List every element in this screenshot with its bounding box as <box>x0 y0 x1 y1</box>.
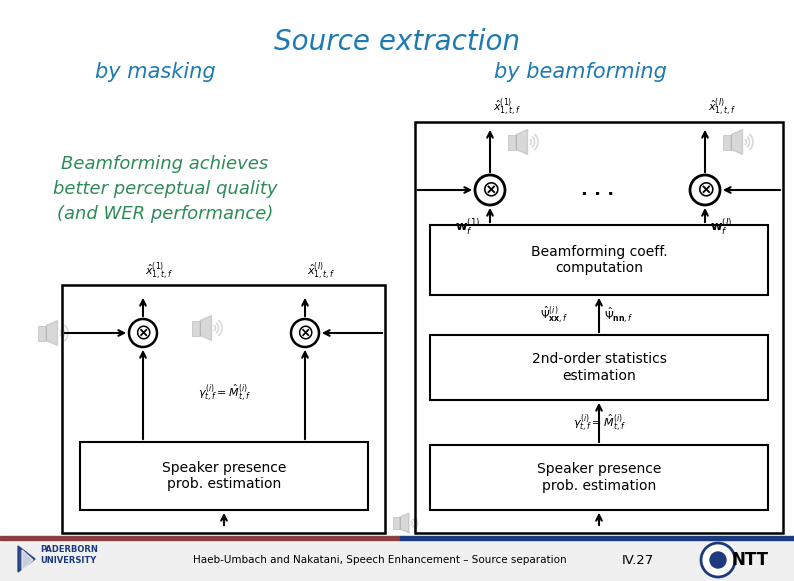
Text: Beamforming coeff.
computation: Beamforming coeff. computation <box>530 245 667 275</box>
Text: 2nd-order statistics
estimation: 2nd-order statistics estimation <box>531 353 666 383</box>
Bar <box>80 442 368 510</box>
Bar <box>400 536 794 540</box>
Text: by beamforming: by beamforming <box>494 62 666 82</box>
Circle shape <box>701 543 735 577</box>
Polygon shape <box>516 130 527 155</box>
Polygon shape <box>200 315 211 340</box>
Bar <box>37 325 46 340</box>
Text: Speaker presence
prob. estimation: Speaker presence prob. estimation <box>162 461 286 491</box>
Text: $\gamma^{(i)}_{t,f} = \hat{M}^{(i)}_{t,f}$: $\gamma^{(i)}_{t,f} = \hat{M}^{(i)}_{t,f… <box>572 412 626 433</box>
Text: by masking: by masking <box>94 62 215 82</box>
Text: $y_{t,f}$: $y_{t,f}$ <box>587 541 611 556</box>
Text: $\hat{x}^{(I)}_{1,t,f}$: $\hat{x}^{(I)}_{1,t,f}$ <box>307 261 336 283</box>
Bar <box>723 134 731 149</box>
Circle shape <box>690 175 720 205</box>
Text: $\otimes$: $\otimes$ <box>296 323 314 343</box>
Text: $y_{t,f}$: $y_{t,f}$ <box>212 541 236 556</box>
Text: $\otimes$: $\otimes$ <box>696 180 715 200</box>
Polygon shape <box>46 321 57 346</box>
Text: IV.27: IV.27 <box>622 554 654 566</box>
Text: $\mathbf{w}^{(I)}_f$: $\mathbf{w}^{(I)}_f$ <box>710 217 732 237</box>
Text: Beamforming achieves
better perceptual quality
(and WER performance): Beamforming achieves better perceptual q… <box>52 155 277 223</box>
Polygon shape <box>22 550 33 570</box>
Text: $\hat{x}^{(1)}_{1,t,f}$: $\hat{x}^{(1)}_{1,t,f}$ <box>493 97 522 119</box>
Text: $l/1,t,f$: $l/1,t,f$ <box>298 541 333 554</box>
Bar <box>62 285 385 533</box>
Bar <box>393 517 400 529</box>
Text: $\mathbf{w}^{(1)}_f$: $\mathbf{w}^{(1)}_f$ <box>455 217 480 237</box>
Bar <box>0 536 400 540</box>
Text: $\hat{x}^{(1)}_{1,t,f}$: $\hat{x}^{(1)}_{1,t,f}$ <box>145 261 174 283</box>
Circle shape <box>129 319 157 347</box>
Polygon shape <box>18 546 35 572</box>
Bar <box>507 134 516 149</box>
Circle shape <box>710 552 726 568</box>
Bar <box>430 225 768 295</box>
Text: $\otimes$: $\otimes$ <box>134 323 152 343</box>
Text: $\hat{x}^{(I)}_{1,t,f}$: $\hat{x}^{(I)}_{1,t,f}$ <box>708 97 737 119</box>
Text: $l/1,t,f$: $l/1,t,f$ <box>116 541 150 554</box>
Text: Source extraction: Source extraction <box>274 28 520 56</box>
Text: NTT: NTT <box>731 551 769 569</box>
Polygon shape <box>400 513 409 533</box>
Bar <box>191 321 200 335</box>
Text: $\otimes$: $\otimes$ <box>480 180 499 200</box>
Text: . . .: . . . <box>581 181 614 199</box>
Text: $\hat{\Psi}_{\mathbf{nn},f}$: $\hat{\Psi}_{\mathbf{nn},f}$ <box>604 305 634 325</box>
Bar <box>430 445 768 510</box>
Bar <box>415 122 783 533</box>
Text: $\hat{\Psi}_{\mathbf{xx},f}^{(i)}$: $\hat{\Psi}_{\mathbf{xx},f}^{(i)}$ <box>541 304 569 325</box>
Text: Speaker presence
prob. estimation: Speaker presence prob. estimation <box>537 462 661 493</box>
Circle shape <box>291 319 319 347</box>
Text: Haeb-Umbach and Nakatani, Speech Enhancement – Source separation: Haeb-Umbach and Nakatani, Speech Enhance… <box>193 555 567 565</box>
Text: $\gamma^{(i)}_{t,f} = \hat{M}^{(i)}_{t,f}$: $\gamma^{(i)}_{t,f} = \hat{M}^{(i)}_{t,f… <box>198 382 250 403</box>
Polygon shape <box>731 130 742 155</box>
Bar <box>430 335 768 400</box>
Text: PADERBORN
UNIVERSITY: PADERBORN UNIVERSITY <box>40 546 98 565</box>
Circle shape <box>475 175 505 205</box>
Bar <box>0 540 794 581</box>
